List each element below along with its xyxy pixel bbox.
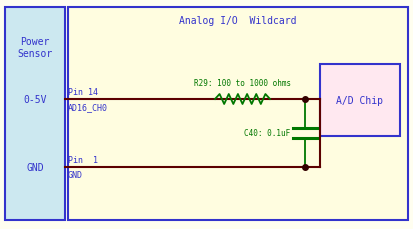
- Text: Sensor: Sensor: [17, 49, 52, 59]
- FancyBboxPatch shape: [5, 8, 65, 220]
- Text: AD16_CH0: AD16_CH0: [68, 103, 108, 112]
- Text: C40: 0.1uF: C40: 0.1uF: [243, 129, 289, 138]
- Text: Pin 14: Pin 14: [68, 88, 98, 97]
- Text: R29: 100 to 1000 ohms: R29: 100 to 1000 ohms: [193, 79, 290, 88]
- FancyBboxPatch shape: [68, 8, 407, 220]
- Text: Power: Power: [20, 37, 50, 47]
- Text: GND: GND: [68, 170, 83, 179]
- Text: Pin  1: Pin 1: [68, 155, 98, 164]
- FancyBboxPatch shape: [319, 65, 399, 136]
- Text: Analog I/O  Wildcard: Analog I/O Wildcard: [179, 16, 296, 26]
- Text: A/D Chip: A/D Chip: [336, 95, 382, 106]
- Text: GND: GND: [26, 162, 44, 172]
- Text: 0-5V: 0-5V: [23, 95, 47, 105]
